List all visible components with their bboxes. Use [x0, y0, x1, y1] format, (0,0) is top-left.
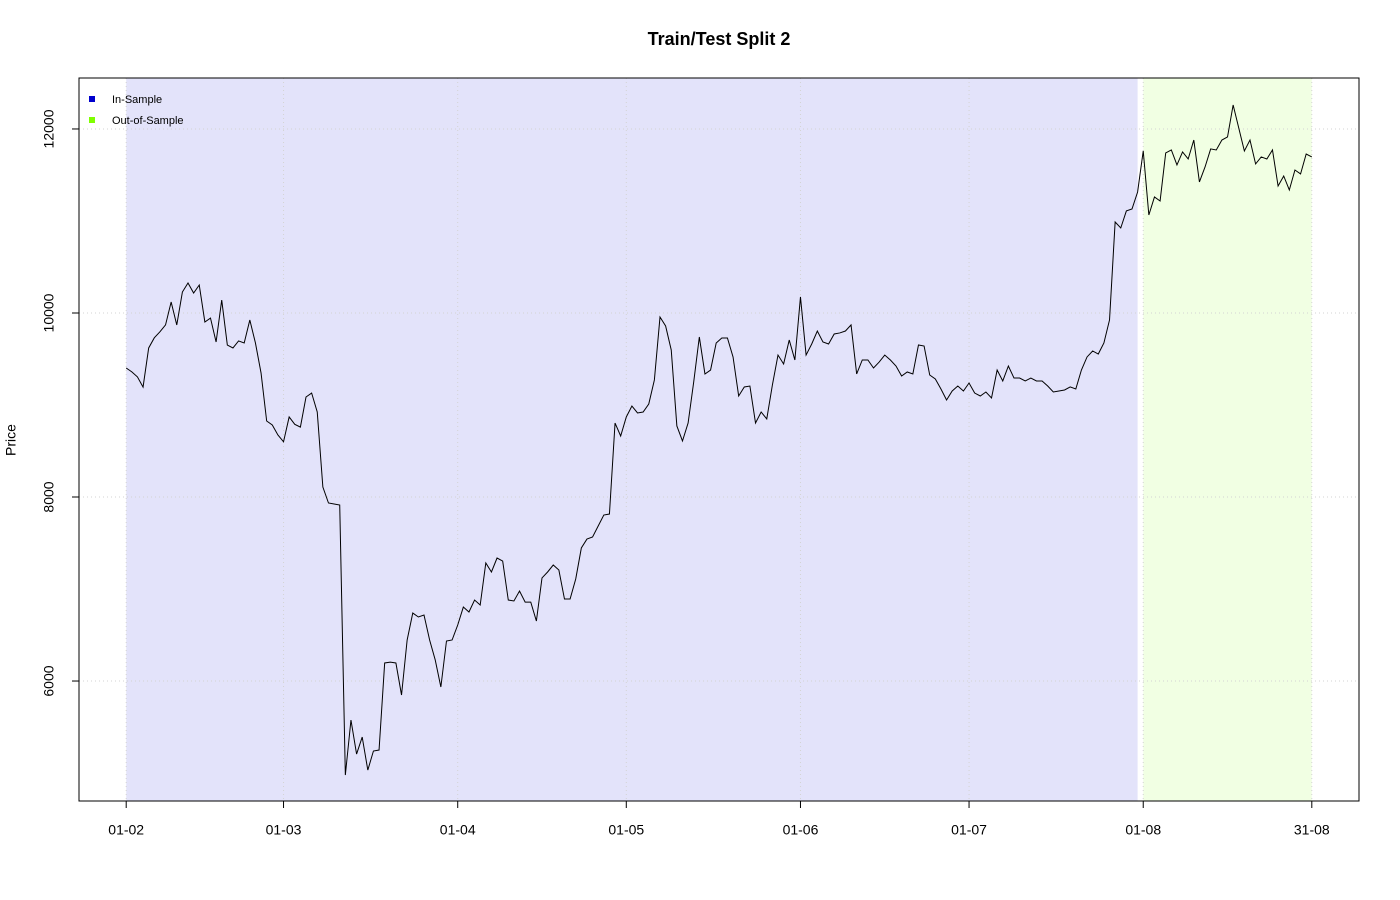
x-tick-label: 01-04 — [440, 822, 476, 838]
region — [126, 78, 1138, 801]
y-axis-label: Price — [3, 424, 19, 456]
plot-frame — [78, 77, 1360, 802]
y-tick-label: 6000 — [41, 665, 57, 696]
x-tick-label: 31-08 — [1294, 822, 1330, 838]
x-tick-label: 01-07 — [951, 822, 987, 838]
region — [1143, 78, 1312, 801]
y-tick-label: 10000 — [41, 293, 57, 332]
x-tick-label: 01-03 — [266, 822, 302, 838]
chart-title: Train/Test Split 2 — [648, 29, 791, 49]
y-tick-label: 12000 — [41, 109, 57, 148]
legend-swatch — [89, 96, 95, 102]
price-line — [125, 104, 1313, 776]
y-tick-label: 8000 — [41, 481, 57, 512]
legend-swatch — [89, 117, 95, 123]
legend-label: In-Sample — [112, 94, 162, 106]
x-tick-label: 01-06 — [783, 822, 819, 838]
x-tick-label: 01-02 — [108, 822, 144, 838]
legend-label: Out-of-Sample — [112, 115, 184, 127]
x-tick-label: 01-05 — [608, 822, 644, 838]
x-tick-label: 01-08 — [1125, 822, 1161, 838]
